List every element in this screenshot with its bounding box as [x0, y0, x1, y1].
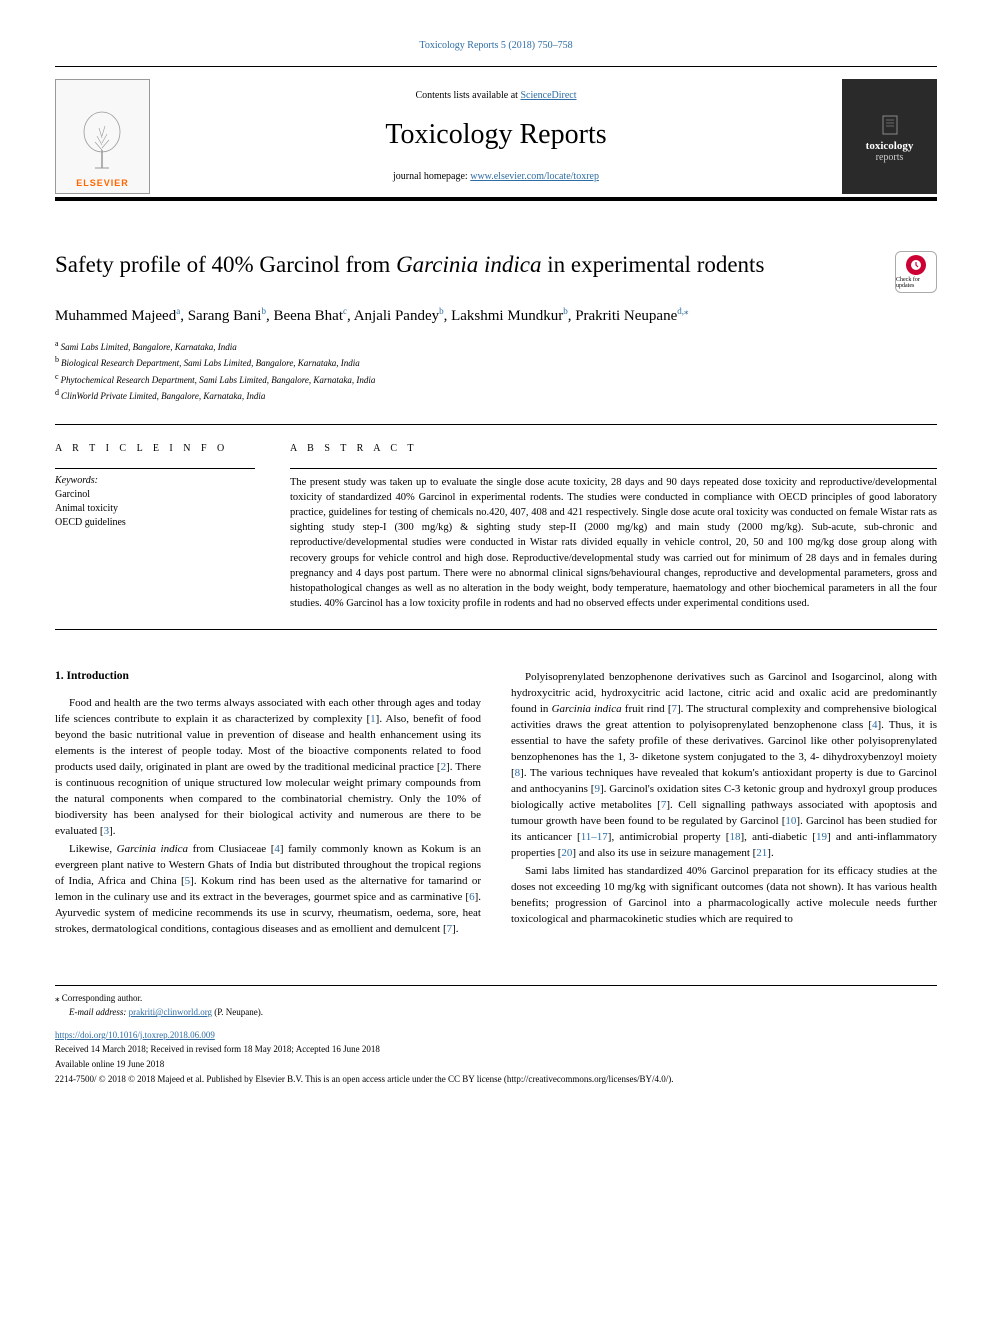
author-affil-sup: c	[343, 306, 347, 316]
email-label: E-mail address:	[69, 1007, 129, 1017]
keywords-container: GarcinolAnimal toxicityOECD guidelines	[55, 488, 255, 530]
affiliation-line: c Phytochemical Research Department, Sam…	[55, 371, 937, 388]
article-title: Safety profile of 40% Garcinol from Garc…	[55, 251, 880, 280]
citation-link[interactable]: 21	[756, 847, 767, 859]
header-center: Contents lists available at ScienceDirec…	[150, 90, 842, 182]
sciencedirect-link[interactable]: ScienceDirect	[520, 90, 576, 101]
dates-line: Received 14 March 2018; Received in revi…	[55, 1043, 937, 1056]
divider-bottom	[55, 629, 937, 630]
journal-header: ELSEVIER Contents lists available at Sci…	[55, 66, 937, 201]
author-name: Lakshmi Mundkur	[451, 308, 563, 324]
article-info-col: A R T I C L E I N F O Keywords: Garcinol…	[55, 443, 255, 612]
affiliation-line: b Biological Research Department, Sami L…	[55, 354, 937, 371]
citation-link[interactable]: 8	[515, 767, 521, 779]
check-updates-badge[interactable]: Check for updates	[895, 251, 937, 293]
author-affil-sup: a	[176, 306, 180, 316]
author-affil-sup: d,⁎	[677, 306, 688, 316]
check-updates-icon	[906, 255, 926, 275]
citation-link[interactable]: 1	[370, 713, 376, 725]
intro-p3: Polyisoprenylated benzophenone derivativ…	[511, 670, 937, 861]
keyword-item: OECD guidelines	[55, 516, 255, 530]
author-affil-sup: b	[563, 306, 568, 316]
citation-link[interactable]: 7	[672, 703, 678, 715]
keyword-item: Garcinol	[55, 488, 255, 502]
doi-link[interactable]: https://doi.org/10.1016/j.toxrep.2018.06…	[55, 1029, 937, 1042]
title-pre: Safety profile of 40% Garcinol from	[55, 252, 396, 277]
divider-top	[55, 424, 937, 425]
title-italic: Garcinia indica	[396, 252, 541, 277]
journal-cover-thumb: toxicology reports	[842, 79, 937, 194]
cover-icon	[875, 110, 905, 140]
article-info-label: A R T I C L E I N F O	[55, 443, 255, 454]
author-name: Anjali Pandey	[354, 308, 439, 324]
affiliations-list: a Sami Labs Limited, Bangalore, Karnatak…	[55, 338, 937, 404]
citation-link[interactable]: 4	[872, 719, 878, 731]
keyword-item: Animal toxicity	[55, 502, 255, 516]
email-line: E-mail address: prakriti@clinworld.org (…	[55, 1006, 937, 1019]
article-title-row: Safety profile of 40% Garcinol from Garc…	[55, 251, 937, 293]
citation-link[interactable]: 18	[729, 831, 740, 843]
abstract-col: A B S T R A C T The present study was ta…	[290, 443, 937, 612]
available-line: Available online 19 June 2018	[55, 1058, 937, 1071]
elsevier-tree-icon	[73, 108, 133, 178]
copyright-line: 2214-7500/ © 2018 © 2018 Majeed et al. P…	[55, 1073, 937, 1086]
section-1-heading: 1. Introduction	[55, 670, 481, 682]
elsevier-logo: ELSEVIER	[55, 79, 150, 194]
abstract-label: A B S T R A C T	[290, 443, 937, 454]
citation-link[interactable]: 9	[594, 783, 600, 795]
intro-p1: Food and health are the two terms always…	[55, 696, 481, 839]
footer-block: ⁎ Corresponding author. E-mail address: …	[55, 985, 937, 1086]
author-name: Beena Bhat	[273, 308, 343, 324]
check-updates-label: Check for updates	[896, 277, 936, 289]
intro-p4: Sami labs limited has standardized 40% G…	[511, 864, 937, 928]
citation-link[interactable]: 3	[104, 825, 110, 837]
italic-term: Garcinia indica	[117, 843, 188, 855]
citation-link[interactable]: 11–17	[581, 831, 608, 843]
citation-link[interactable]: 7	[447, 923, 453, 935]
citation-link[interactable]: 20	[561, 847, 572, 859]
affiliation-line: a Sami Labs Limited, Bangalore, Karnatak…	[55, 338, 937, 355]
email-link[interactable]: prakriti@clinworld.org	[129, 1007, 212, 1017]
journal-title: Toxicology Reports	[170, 119, 822, 151]
homepage-link[interactable]: www.elsevier.com/locate/toxrep	[470, 171, 599, 182]
author-name: Sarang Bani	[188, 308, 262, 324]
email-paren: (P. Neupane).	[212, 1007, 263, 1017]
intro-p2: Likewise, Garcinia indica from Clusiacea…	[55, 842, 481, 938]
citation-link[interactable]: 4	[274, 843, 280, 855]
homepage-line: journal homepage: www.elsevier.com/locat…	[170, 171, 822, 182]
info-divider	[55, 468, 255, 469]
title-post: in experimental rodents	[542, 252, 765, 277]
author-name: Prakriti Neupane	[575, 308, 677, 324]
elsevier-brand-text: ELSEVIER	[76, 178, 129, 188]
author-name: Muhammed Majeed	[55, 308, 176, 324]
contents-prefix: Contents lists available at	[415, 90, 520, 101]
homepage-prefix: journal homepage:	[393, 171, 470, 182]
citation-link[interactable]: 7	[661, 799, 667, 811]
affiliation-line: d ClinWorld Private Limited, Bangalore, …	[55, 387, 937, 404]
author-affil-sup: b	[439, 306, 444, 316]
corresponding-author: ⁎ Corresponding author.	[55, 992, 937, 1005]
italic-term: Garcinia indica	[552, 703, 622, 715]
abstract-divider	[290, 468, 937, 469]
authors-list: Muhammed Majeeda, Sarang Banib, Beena Bh…	[55, 305, 937, 328]
author-affil-sup: b	[261, 306, 266, 316]
keywords-label: Keywords:	[55, 475, 255, 486]
citation-link[interactable]: 10	[785, 815, 796, 827]
column-left: 1. Introduction Food and health are the …	[55, 670, 481, 939]
cover-title: toxicology	[866, 140, 914, 152]
cover-subtitle: reports	[876, 152, 904, 163]
citation-link[interactable]: 19	[816, 831, 827, 843]
citation-link[interactable]: 5	[185, 875, 191, 887]
citation-link[interactable]: 2	[441, 761, 447, 773]
contents-available-line: Contents lists available at ScienceDirec…	[170, 90, 822, 101]
abstract-text: The present study was taken up to evalua…	[290, 475, 937, 612]
body-columns: 1. Introduction Food and health are the …	[55, 670, 937, 939]
column-right: Polyisoprenylated benzophenone derivativ…	[511, 670, 937, 939]
citation-link[interactable]: 6	[469, 891, 475, 903]
info-abstract-row: A R T I C L E I N F O Keywords: Garcinol…	[55, 443, 937, 612]
journal-reference: Toxicology Reports 5 (2018) 750–758	[55, 40, 937, 51]
